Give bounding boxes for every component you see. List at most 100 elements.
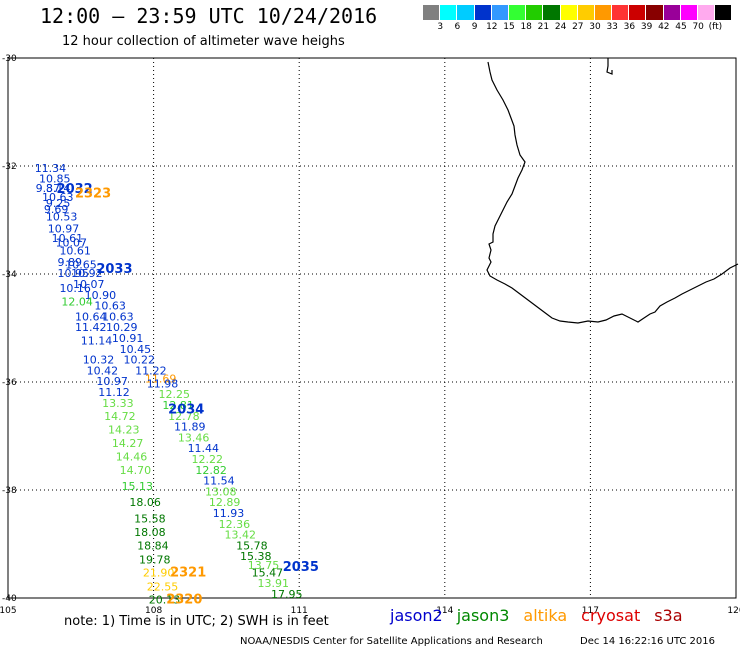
legend-swatch xyxy=(491,5,509,20)
lat-tick-label: -38 xyxy=(2,486,17,496)
wave-height-label: 11.12 xyxy=(98,386,130,399)
wave-height-label: 11.22 xyxy=(135,364,167,377)
wave-height-label: 9.69 xyxy=(44,203,69,216)
wave-height-label: 12.22 xyxy=(191,453,223,466)
legend-swatch xyxy=(543,5,561,20)
pass-time-label: 2320 xyxy=(166,592,202,607)
lon-tick-label: 117 xyxy=(582,606,599,616)
map-frame xyxy=(7,57,737,599)
wave-height-label: 11.14 xyxy=(81,335,113,348)
legend-label: 3 xyxy=(437,22,444,32)
axis-tick-labels: 105 108 111 114 117 120 -30 -32 -34 -36 -38 -40 xyxy=(0,54,740,616)
coastline xyxy=(486,61,739,324)
wave-height-label: 11.54 xyxy=(203,475,235,488)
wave-height-label: 10.92 xyxy=(71,267,103,280)
wave-height-label: 13.46 xyxy=(178,431,210,444)
wave-height-label: 10.97 xyxy=(48,222,80,235)
pass-time-label: 2032 xyxy=(57,182,93,197)
wave-height-label: 13.33 xyxy=(102,397,134,410)
wave-height-label: 10.63 xyxy=(94,300,126,313)
wave-height-label: 14.72 xyxy=(104,410,136,423)
wave-height-label: 14.46 xyxy=(116,450,148,463)
lat-tick-label: -30 xyxy=(2,54,17,64)
wave-height-label: 21.90 xyxy=(143,566,175,579)
satellite-legend-item: jason3 xyxy=(456,606,510,625)
legend-swatch xyxy=(680,5,698,20)
wave-height-label: 13.91 xyxy=(257,577,289,590)
lon-tick-label: 111 xyxy=(291,606,308,616)
legend-swatch xyxy=(612,5,630,20)
wave-height-label: 9.89 xyxy=(58,256,82,269)
wave-height-label: 10.45 xyxy=(120,343,152,356)
wave-height-label: 14.23 xyxy=(108,423,140,436)
wave-height-label: 12.81 xyxy=(162,399,194,412)
wave-height-label: 10.97 xyxy=(96,375,128,388)
wave-height-label: 11.69 xyxy=(145,373,177,386)
wave-height-label: 10.91 xyxy=(112,332,143,345)
pass-time-label: 2034 xyxy=(168,402,204,417)
legend-label: 27 xyxy=(572,22,584,32)
wave-height-label: 10.07 xyxy=(73,278,105,291)
legend-swatch xyxy=(594,5,613,20)
legend-swatch xyxy=(474,5,492,20)
wave-height-label: 18.84 xyxy=(137,539,169,552)
credit-text: NOAA/NESDIS Center for Satellite Applica… xyxy=(240,636,543,647)
pass-time-label: 2323 xyxy=(75,186,111,201)
pass-time-label: 2035 xyxy=(283,560,319,575)
legend-swatch xyxy=(508,5,527,20)
lat-tick-label: -32 xyxy=(2,162,17,172)
legend-label: 21 xyxy=(537,22,550,32)
lon-tick-label: 108 xyxy=(145,606,162,616)
legend-swatch xyxy=(560,5,578,20)
lon-tick-label: 105 xyxy=(0,606,17,616)
legend-swatch xyxy=(423,5,441,20)
wave-height-label: 9.25 xyxy=(46,197,71,210)
wave-height-label: 17.95 xyxy=(271,588,303,601)
timestamp-text: Dec 14 16:22:16 UTC 2016 xyxy=(580,636,715,647)
pass-time-label: 2033 xyxy=(96,262,132,277)
wave-height-label: 14.70 xyxy=(120,464,152,477)
satellite-legend-item: s3a xyxy=(654,606,683,625)
wave-height-label: 15.13 xyxy=(122,480,153,493)
legend-label: 15 xyxy=(503,22,515,32)
satellite-legend-item: altika xyxy=(523,606,568,625)
legend-label: 18 xyxy=(520,22,532,32)
legend-label: 12 xyxy=(486,22,498,32)
wave-height-label: 20.13 xyxy=(149,593,181,606)
page-subtitle: 12 hour collection of altimeter wave hei… xyxy=(62,34,345,49)
wave-height-label: 10.95 xyxy=(58,267,89,280)
wave-height-label: 18.08 xyxy=(134,526,166,539)
wave-height-label: 8.14 xyxy=(46,182,71,195)
wave-height-label: 11.89 xyxy=(174,421,206,434)
wave-height-label: 11.98 xyxy=(147,377,179,390)
lon-tick-label: 114 xyxy=(436,606,453,616)
wave-height-label: 12.36 xyxy=(219,518,251,531)
wave-height-label: 12.82 xyxy=(195,464,227,477)
wave-height-label: 10.29 xyxy=(106,321,137,334)
wave-height-label: 10.16 xyxy=(59,282,90,295)
satellite-legend-item: jason2 xyxy=(390,606,443,625)
wave-height-label: 15.38 xyxy=(240,550,271,563)
wave-height-label: 10.63 xyxy=(102,310,134,323)
lon-tick-label: 120 xyxy=(727,606,740,616)
satellite-legend: jason2 jason3 altika cryosat s3a xyxy=(390,606,683,625)
wave-height-label: 15.47 xyxy=(252,566,284,579)
legend-label: 6 xyxy=(454,22,461,32)
legend-swatch xyxy=(698,5,716,20)
wave-height-label: 18.06 xyxy=(129,496,161,509)
wave-height-label: 22.55 xyxy=(147,580,179,593)
legend-swatch xyxy=(629,5,647,20)
lat-tick-label: -34 xyxy=(2,270,17,280)
legend-label: 33 xyxy=(606,22,618,32)
wave-height-label: 10.61 xyxy=(52,232,84,245)
wave-height-label: 10.90 xyxy=(85,289,117,302)
wave-height-values: 11.3410.859.378.1410.639.259.6910.5310.9… xyxy=(35,162,303,606)
wave-height-label: 13.08 xyxy=(205,485,237,498)
wave-height-label: 11.34 xyxy=(35,162,66,175)
legend-label: 42 xyxy=(658,22,670,32)
wave-height-label: 10.64 xyxy=(75,310,107,323)
legend-label: 9 xyxy=(471,22,478,32)
wave-height-label: 10.65 xyxy=(65,259,97,272)
